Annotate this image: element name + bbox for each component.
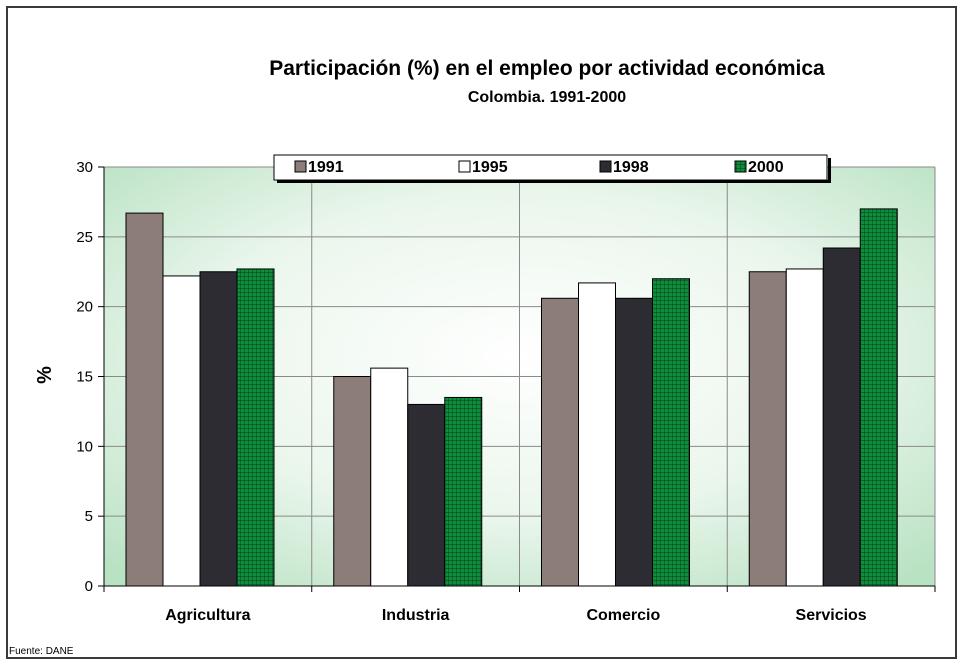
y-tick-label: 15 [76, 369, 93, 386]
bar-1991-industria [333, 376, 372, 587]
legend-swatch-1998 [599, 160, 612, 173]
legend-swatch-1995 [458, 160, 471, 173]
legend-swatch-2000 [734, 160, 747, 173]
legend-swatch-1991 [294, 160, 307, 173]
y-tick-label: 25 [76, 229, 93, 246]
bar-1998-industria [407, 403, 446, 587]
bar-1991-servicios [748, 271, 787, 587]
axes: 0 5 10 15 20 25 30 Agricultura Industria Comercio… [76, 159, 936, 624]
bar-1998-comercio [615, 297, 653, 587]
y-tick-label: 20 [76, 299, 93, 316]
legend-label-2000: 2000 [748, 159, 784, 176]
x-tick-label: Industria [382, 607, 450, 624]
legend: 1991 1995 1998 2000 [273, 154, 831, 183]
bar-1991-agricultura [125, 212, 164, 587]
chart-title: Participación (%) en el empleo por activ… [269, 57, 825, 80]
chart-frame: 0 5 10 15 20 25 30 Agricultura Industria Comercio… [6, 6, 957, 659]
bar-2000-industria [444, 396, 483, 587]
bar-1998-servicios [822, 247, 861, 587]
source-note: Fuente: DANE [9, 646, 74, 657]
legend-shadow [828, 158, 831, 183]
legend-label-1991: 1991 [308, 159, 344, 176]
x-tick-label: Servicios [796, 607, 867, 624]
y-tick-label: 10 [76, 438, 93, 455]
bar-2000-agricultura [236, 268, 275, 587]
legend-label-1998: 1998 [613, 159, 649, 176]
chart-subtitle: Colombia. 1991-2000 [468, 89, 626, 106]
y-tick-label: 30 [76, 159, 93, 176]
bar-1995-agricultura [162, 275, 201, 587]
y-axis-label: % [34, 366, 56, 384]
bar-1998-agricultura [199, 271, 238, 587]
y-tick-label: 5 [85, 508, 93, 525]
legend-label-1995: 1995 [472, 159, 508, 176]
bar-1995-industria [370, 367, 409, 587]
bar-1991-comercio [541, 297, 579, 587]
bar-1995-servicios [785, 268, 824, 587]
bar-2000-comercio [652, 278, 690, 587]
x-tick-label: Agricultura [165, 607, 250, 624]
y-tick-label: 0 [85, 578, 93, 595]
x-tick-label: Comercio [586, 607, 660, 624]
bar-2000-servicios [859, 208, 898, 587]
bar-chart: 0 5 10 15 20 25 30 Agricultura Industria Comercio… [9, 57, 936, 657]
bars [125, 208, 898, 587]
legend-shadow [277, 180, 831, 183]
bar-1995-comercio [578, 282, 616, 587]
